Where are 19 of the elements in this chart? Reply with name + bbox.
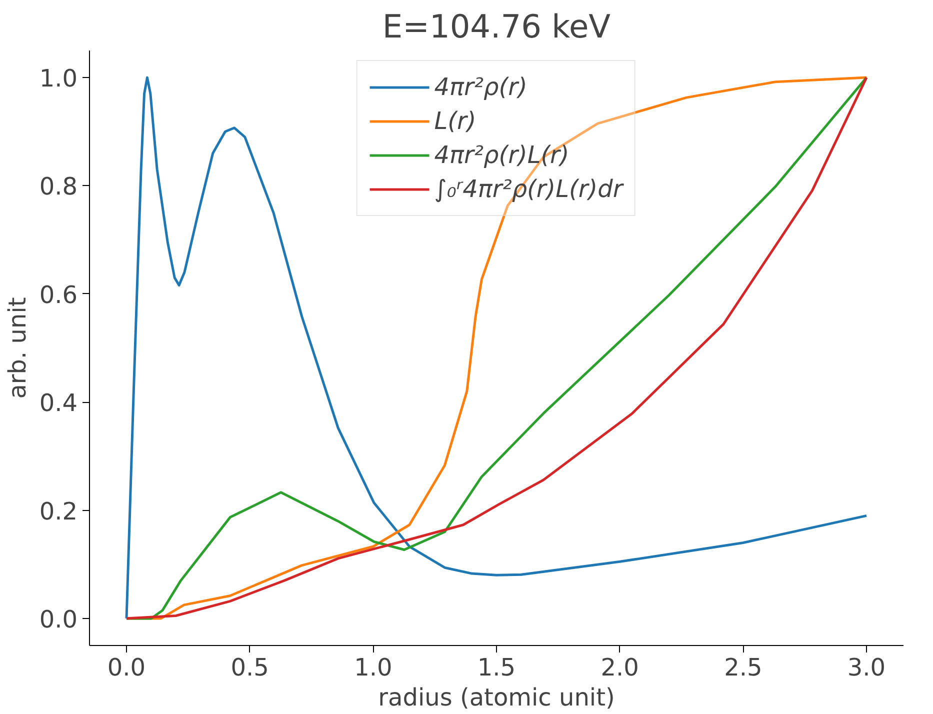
line-series — [125, 76, 868, 620]
y-tick-label: 0.4 — [39, 389, 78, 418]
y-axis-title: arb. unit — [3, 297, 32, 399]
chart-title: E=104.76 keV — [382, 8, 611, 46]
x-tick-label: 1.0 — [354, 654, 392, 682]
y-tick-label: 0.0 — [39, 605, 78, 634]
x-axis-title: radius (atomic unit) — [378, 684, 615, 712]
x-tick-label: 3.0 — [847, 654, 886, 682]
x-tick-label: 2.0 — [600, 654, 639, 682]
legend-label: 4πr²ρ(r) — [434, 73, 528, 101]
x-tick-label: 0.0 — [107, 654, 146, 682]
y-tick-label: 1.0 — [39, 64, 78, 93]
y-tick-label: 0.6 — [39, 280, 78, 309]
y-tick-label: 0.8 — [39, 172, 78, 201]
legend-label: L(r) — [434, 107, 476, 135]
x-tick-label: 0.5 — [230, 654, 269, 682]
x-tick-label: 1.5 — [477, 654, 516, 682]
x-tick-label: 2.5 — [724, 654, 762, 682]
y-tick-label: 0.2 — [39, 497, 78, 526]
